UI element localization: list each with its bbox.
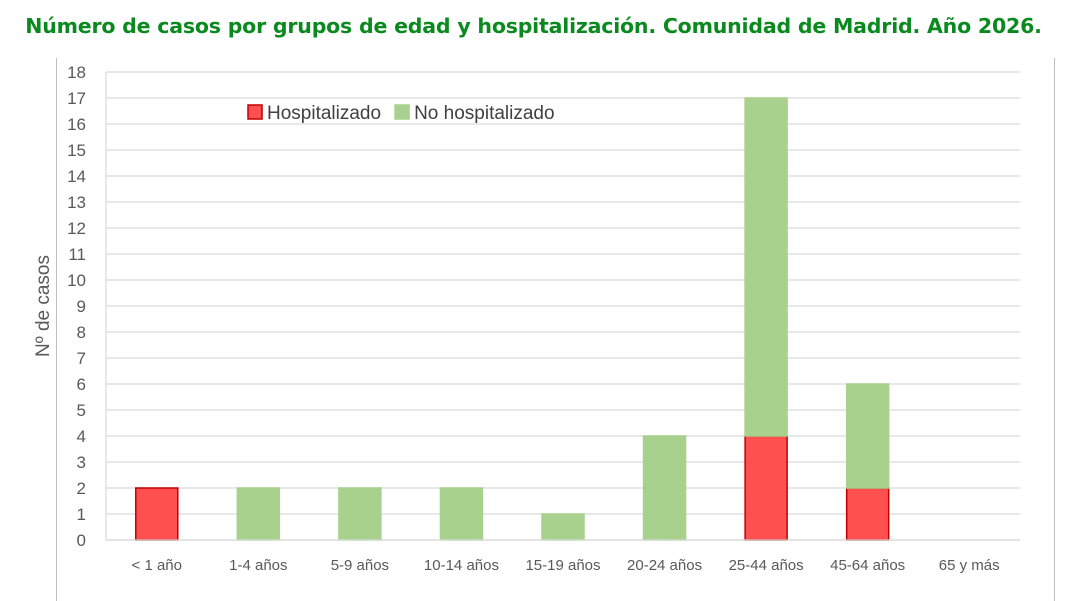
y-tick-label: 4 (77, 427, 86, 446)
x-tick-label: 1-4 años (229, 557, 287, 574)
y-tick-label: 13 (67, 193, 86, 212)
y-tick-label: 3 (77, 453, 86, 472)
bar-no-hospitalizado (642, 435, 687, 541)
y-tick-label: 14 (67, 167, 86, 186)
x-tick-label: < 1 año (132, 557, 182, 574)
legend-swatch (247, 104, 263, 120)
y-tick-label: 9 (77, 297, 86, 316)
bar-hospitalizado (135, 487, 179, 541)
y-tick-label: 1 (77, 505, 86, 524)
legend-swatch (394, 104, 410, 120)
bar-hospitalizado (744, 435, 788, 541)
x-tick-label: 25-44 años (729, 557, 804, 574)
y-tick-label: 0 (77, 531, 86, 550)
bar-hospitalizado (845, 487, 890, 541)
x-tick-label: 15-19 años (525, 557, 600, 574)
y-tick-label: 17 (67, 89, 86, 108)
y-tick-label: 16 (67, 115, 86, 134)
y-tick-label: 6 (77, 375, 86, 394)
bar-no-hospitalizado (236, 487, 281, 541)
bar-no-hospitalizado (845, 383, 890, 489)
bar-no-hospitalizado (541, 513, 585, 541)
y-tick-label: 12 (67, 219, 86, 238)
y-tick-label: 11 (68, 245, 86, 264)
y-axis-title: Nº de casos (33, 255, 54, 357)
y-tick-label: 18 (67, 63, 86, 82)
y-tick-label: 15 (67, 141, 86, 160)
bar-no-hospitalizado (744, 97, 788, 437)
bar-no-hospitalizado (338, 487, 382, 541)
chart-title: Número de casos por grupos de edad y hos… (25, 14, 1042, 38)
chart-frame-right (1054, 58, 1055, 601)
legend-label: Hospitalizado (267, 103, 381, 124)
legend-label: No hospitalizado (414, 103, 554, 124)
x-tick-label: 20-24 años (627, 557, 702, 574)
x-tick-label: 45-64 años (830, 557, 905, 574)
x-tick-label: 10-14 años (424, 557, 499, 574)
x-tick-label: 5-9 años (331, 557, 389, 574)
x-tick-label: 65 y más (939, 557, 1000, 574)
y-tick-label: 10 (67, 271, 86, 290)
y-tick-label: 8 (77, 323, 86, 342)
y-tick-label: 7 (77, 349, 86, 368)
y-tick-label: 5 (77, 401, 86, 420)
y-tick-label: 2 (77, 479, 86, 498)
chart-frame-left (56, 58, 57, 601)
bar-no-hospitalizado (439, 487, 484, 541)
